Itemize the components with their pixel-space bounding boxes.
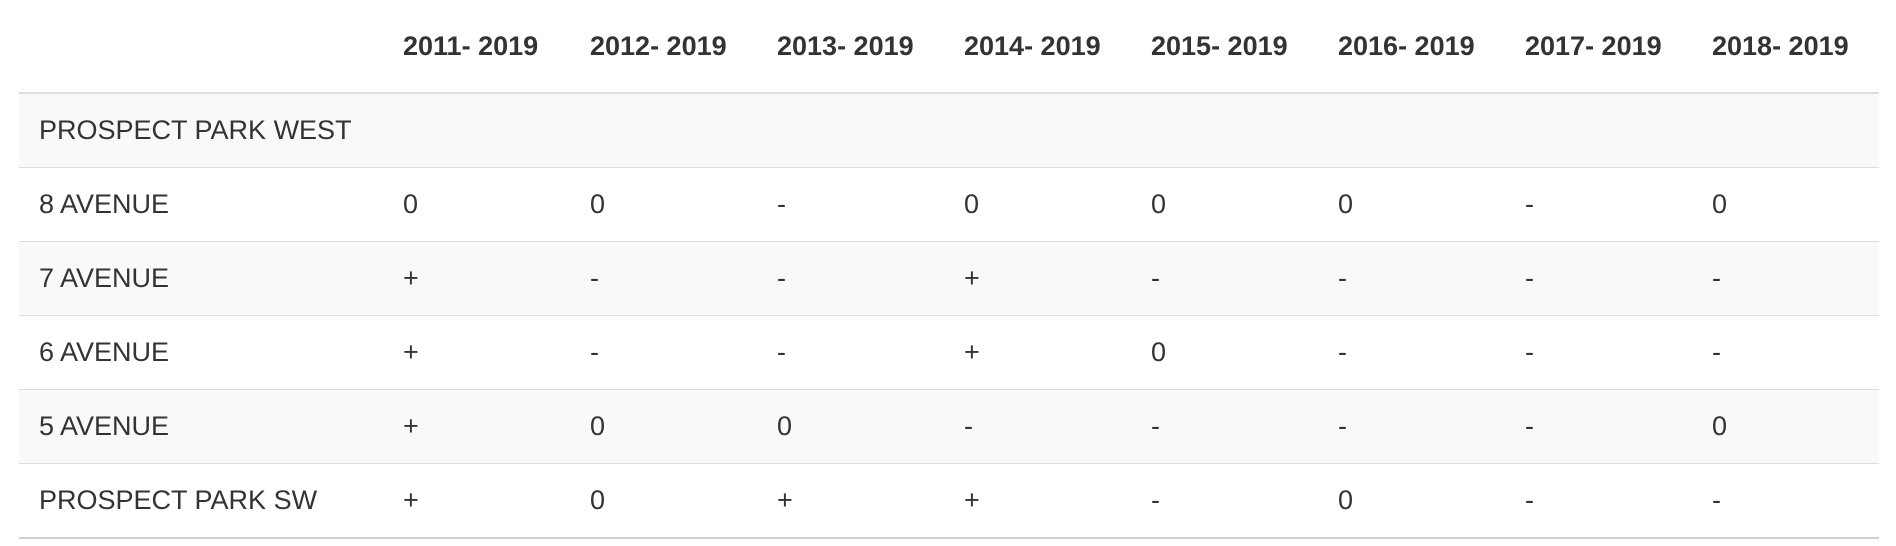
table-cell: - (1692, 463, 1879, 539)
table-cell (1505, 93, 1692, 168)
table-row: PROSPECT PARK WEST (19, 93, 1879, 168)
table-cell: + (944, 463, 1131, 539)
table-cell: + (944, 241, 1131, 316)
table-cell: - (570, 241, 757, 316)
header-cell: 2015- 2019 (1131, 0, 1318, 94)
table-cell: 0 (944, 167, 1131, 242)
table-cell: - (1318, 315, 1505, 390)
table-cell: 0 (570, 389, 757, 464)
table-cell: + (383, 389, 570, 464)
header-cell-empty (19, 0, 383, 94)
table-cell: 0 (1131, 315, 1318, 390)
table-cell: - (1505, 315, 1692, 390)
table-cell: + (383, 315, 570, 390)
table-cell (1692, 93, 1879, 168)
table-cell: - (1131, 241, 1318, 316)
table-cell: + (757, 463, 944, 539)
table-cell: - (1505, 389, 1692, 464)
table-cell (1318, 93, 1505, 168)
table-cell: - (1692, 315, 1879, 390)
header-cell: 2014- 2019 (944, 0, 1131, 94)
table-cell: + (383, 241, 570, 316)
table-cell: 0 (1318, 167, 1505, 242)
header-row: 2011- 2019 2012- 2019 2013- 2019 2014- 2… (19, 0, 1879, 94)
table-cell: - (570, 315, 757, 390)
table-header: 2011- 2019 2012- 2019 2013- 2019 2014- 2… (19, 0, 1879, 94)
table-cell (570, 93, 757, 168)
table-cell: - (944, 389, 1131, 464)
table-cell: - (1505, 167, 1692, 242)
table-cell: 0 (383, 167, 570, 242)
table-cell: 0 (570, 167, 757, 242)
header-cell: 2017- 2019 (1505, 0, 1692, 94)
row-name-cell: 8 AVENUE (19, 167, 383, 242)
data-table-container: 2011- 2019 2012- 2019 2013- 2019 2014- 2… (19, 0, 1879, 539)
header-cell: 2013- 2019 (757, 0, 944, 94)
table-row: PROSPECT PARK SW + 0 + + - 0 - - (19, 463, 1879, 539)
data-table: 2011- 2019 2012- 2019 2013- 2019 2014- 2… (19, 0, 1879, 539)
table-row: 8 AVENUE 0 0 - 0 0 0 - 0 (19, 167, 1879, 242)
table-body: PROSPECT PARK WEST 8 AVENUE 0 0 - 0 0 0 … (19, 93, 1879, 539)
table-row: 5 AVENUE + 0 0 - - - - 0 (19, 389, 1879, 464)
table-cell (944, 93, 1131, 168)
row-name-cell: PROSPECT PARK SW (19, 463, 383, 539)
table-cell: - (757, 167, 944, 242)
table-cell: - (1318, 241, 1505, 316)
table-cell: 0 (1692, 389, 1879, 464)
header-cell: 2016- 2019 (1318, 0, 1505, 94)
table-cell: + (383, 463, 570, 539)
table-cell: + (944, 315, 1131, 390)
table-cell: 0 (1692, 167, 1879, 242)
row-name-cell: 5 AVENUE (19, 389, 383, 464)
table-row: 6 AVENUE + - - + 0 - - - (19, 315, 1879, 390)
table-cell: 0 (757, 389, 944, 464)
table-cell: - (1131, 389, 1318, 464)
row-name-cell: 7 AVENUE (19, 241, 383, 316)
table-cell (383, 93, 570, 168)
table-cell: - (1692, 241, 1879, 316)
table-cell: - (1505, 463, 1692, 539)
table-cell: - (1131, 463, 1318, 539)
table-cell (1131, 93, 1318, 168)
table-cell: - (757, 315, 944, 390)
header-cell: 2012- 2019 (570, 0, 757, 94)
table-cell: - (1318, 389, 1505, 464)
header-cell: 2011- 2019 (383, 0, 570, 94)
row-name-cell: 6 AVENUE (19, 315, 383, 390)
table-row: 7 AVENUE + - - + - - - - (19, 241, 1879, 316)
table-cell: 0 (570, 463, 757, 539)
header-cell: 2018- 2019 (1692, 0, 1879, 94)
table-cell: 0 (1318, 463, 1505, 539)
table-cell (757, 93, 944, 168)
table-cell: - (757, 241, 944, 316)
table-cell: - (1505, 241, 1692, 316)
table-cell: 0 (1131, 167, 1318, 242)
row-name-cell: PROSPECT PARK WEST (19, 93, 383, 168)
